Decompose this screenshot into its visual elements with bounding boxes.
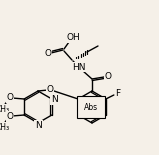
Text: O: O bbox=[46, 85, 53, 94]
Text: O: O bbox=[7, 112, 14, 121]
Text: N: N bbox=[35, 120, 42, 129]
Text: OH: OH bbox=[66, 33, 80, 42]
Text: O: O bbox=[7, 93, 14, 102]
Text: HN: HN bbox=[72, 62, 86, 71]
Text: N: N bbox=[51, 95, 58, 104]
Text: F: F bbox=[115, 89, 120, 98]
Text: O: O bbox=[45, 49, 52, 58]
Text: O: O bbox=[104, 72, 111, 81]
Text: Abs: Abs bbox=[84, 102, 98, 111]
Text: CH₃: CH₃ bbox=[0, 122, 10, 131]
Text: CH₃: CH₃ bbox=[0, 104, 10, 113]
